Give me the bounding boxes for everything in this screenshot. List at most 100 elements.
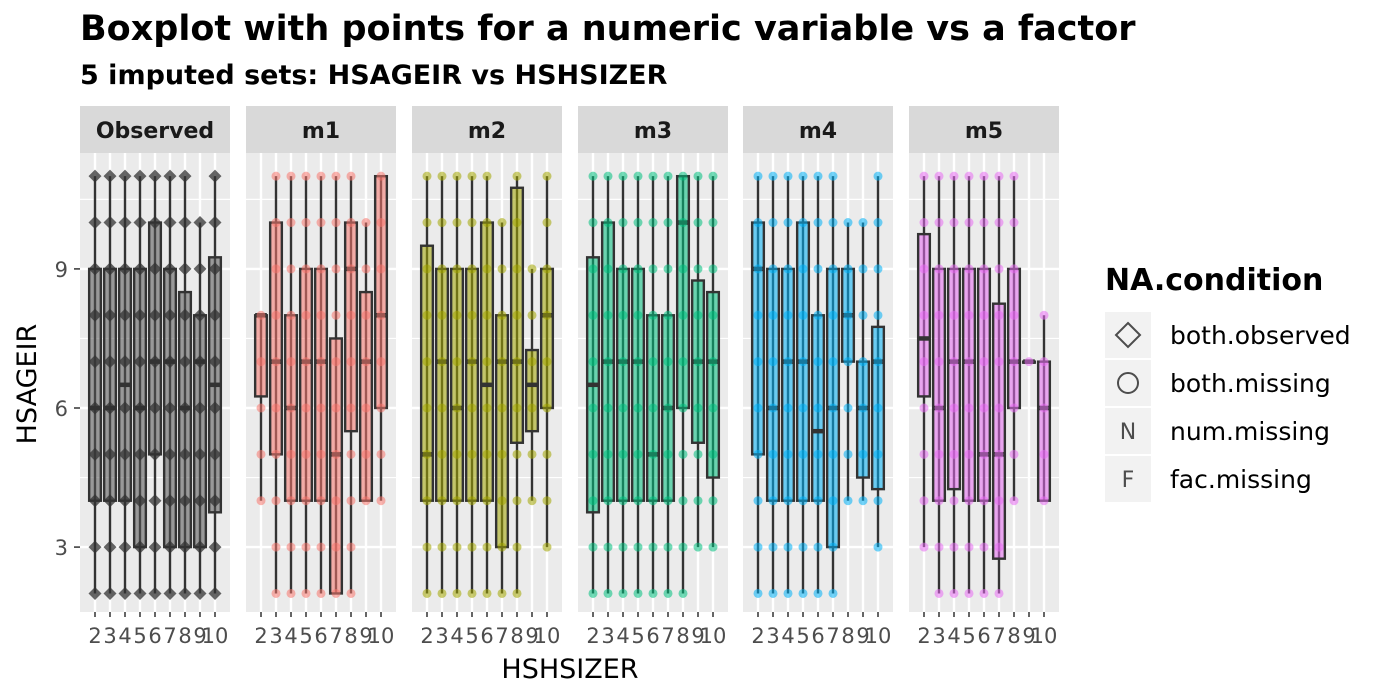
data-point <box>103 262 117 276</box>
data-point <box>693 264 703 274</box>
box-observed-7 <box>162 169 178 600</box>
data-point <box>618 449 628 459</box>
data-point <box>301 403 311 413</box>
data-point <box>452 542 462 552</box>
data-point <box>542 496 552 506</box>
data-point <box>497 218 507 228</box>
data-point <box>783 264 793 274</box>
data-point <box>798 588 808 598</box>
data-point <box>873 264 883 274</box>
data-point <box>919 218 929 228</box>
data-point <box>118 308 132 322</box>
data-point <box>964 496 974 506</box>
x-tick-label: 4 <box>781 624 794 648</box>
data-point <box>452 171 462 181</box>
x-tick-label: 5 <box>796 624 809 648</box>
data-point <box>301 542 311 552</box>
x-tick-label: 2 <box>420 624 433 648</box>
data-point <box>452 310 462 320</box>
facet-panel-observed: Observed 2 3 4 5 6 7 8 910 <box>80 106 230 648</box>
data-point <box>994 449 1004 459</box>
data-point <box>133 262 147 276</box>
data-point <box>422 264 432 274</box>
data-point <box>633 449 643 459</box>
data-point <box>512 218 522 228</box>
box-body <box>765 267 781 502</box>
box-m3-3 <box>600 171 616 598</box>
data-point <box>346 588 356 598</box>
data-point <box>346 357 356 367</box>
data-point <box>873 310 883 320</box>
x-tick-label: 4 <box>118 624 131 648</box>
data-point <box>256 403 266 413</box>
data-point <box>208 262 222 276</box>
data-point <box>422 542 432 552</box>
data-point <box>512 264 522 274</box>
circle-icon <box>1117 372 1139 394</box>
data-point <box>813 218 823 228</box>
data-point <box>979 171 989 181</box>
box-m2-9 <box>524 264 540 506</box>
box-observed-5 <box>132 169 148 600</box>
data-point <box>618 218 628 228</box>
data-point <box>178 401 192 415</box>
data-point <box>964 449 974 459</box>
box-body <box>434 267 450 502</box>
data-point <box>964 588 974 598</box>
data-point <box>678 218 688 228</box>
data-point <box>663 542 673 552</box>
data-point <box>422 403 432 413</box>
data-point <box>648 403 658 413</box>
x-tick-label: 2 <box>751 624 764 648</box>
box-m5-5 <box>961 171 977 598</box>
data-point <box>1009 218 1019 228</box>
data-point <box>467 496 477 506</box>
data-point <box>873 403 883 413</box>
data-point <box>843 403 853 413</box>
data-point <box>133 540 147 554</box>
data-point <box>783 403 793 413</box>
data-point <box>542 218 552 228</box>
box-m4-4 <box>780 171 796 598</box>
data-point <box>376 403 386 413</box>
box-m3-6 <box>645 171 661 598</box>
data-point <box>753 496 763 506</box>
box-body <box>268 221 284 456</box>
data-point <box>964 310 974 320</box>
diamond-icon <box>1114 321 1142 349</box>
data-point <box>178 355 192 369</box>
box-body <box>855 360 871 479</box>
data-point <box>133 216 147 230</box>
x-tick-label: 5 <box>133 624 146 648</box>
x-tick-label: 6 <box>811 624 824 648</box>
data-point <box>437 496 447 506</box>
facet-strip <box>578 106 728 153</box>
data-point <box>949 171 959 181</box>
data-point <box>858 403 868 413</box>
data-point <box>103 308 117 322</box>
data-point <box>178 540 192 554</box>
data-point <box>118 262 132 276</box>
data-point <box>633 496 643 506</box>
data-point <box>603 588 613 598</box>
data-point <box>271 403 281 413</box>
data-point <box>858 449 868 459</box>
legend-key <box>1105 456 1151 502</box>
data-point <box>603 542 613 552</box>
data-point <box>798 449 808 459</box>
data-point <box>1009 403 1019 413</box>
data-point <box>798 218 808 228</box>
x-tick-label: 2 <box>254 624 267 648</box>
data-point <box>467 310 477 320</box>
data-point <box>633 403 643 413</box>
facet-panel-m3: m3 2 3 4 5 6 7 8 910 <box>578 106 728 648</box>
data-point <box>678 588 688 598</box>
data-point <box>361 264 371 274</box>
data-point <box>482 588 492 598</box>
data-point <box>133 355 147 369</box>
data-point <box>163 540 177 554</box>
data-point <box>361 496 371 506</box>
x-tick-label: 6 <box>314 624 327 648</box>
data-point <box>316 357 326 367</box>
facet-strip-label: m1 <box>302 119 340 144</box>
